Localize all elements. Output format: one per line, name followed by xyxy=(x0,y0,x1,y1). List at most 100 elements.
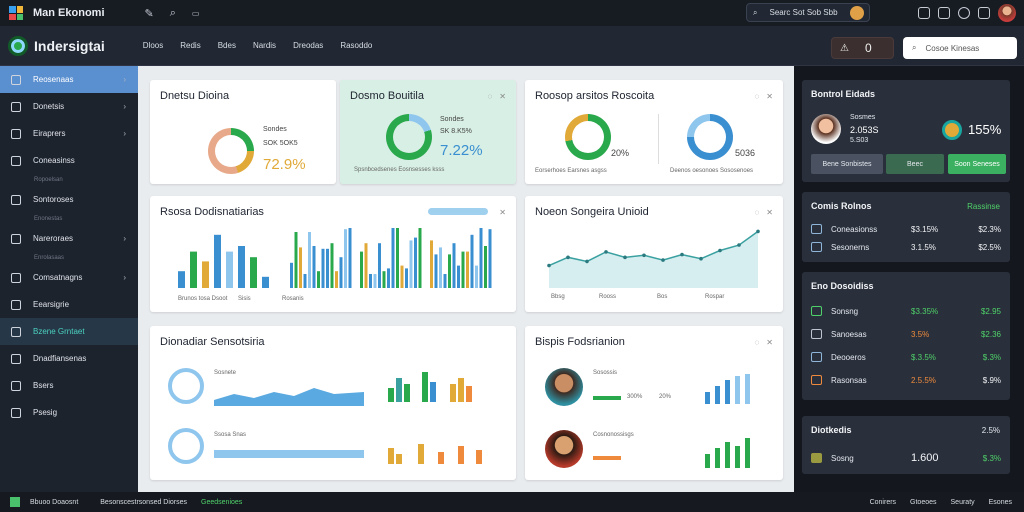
settings-icon[interactable]: ◌ xyxy=(754,208,760,217)
action-button[interactable]: Bene Sonbistes xyxy=(811,154,883,174)
stat-icon xyxy=(811,453,822,463)
device-row[interactable]: Deooeros $.3.5% $.3% xyxy=(811,350,1001,364)
settings-icon[interactable]: ◌ xyxy=(487,92,493,101)
settings-icon[interactable]: ◌ xyxy=(754,92,760,101)
sidebar-item[interactable]: Dnadfiansenas xyxy=(0,345,138,372)
menu-item[interactable]: Dreodas xyxy=(293,41,324,50)
copy-icon[interactable] xyxy=(918,7,930,19)
primary-button[interactable]: Soon Seneses xyxy=(948,154,1006,174)
menu-item[interactable]: Rasoddo xyxy=(340,41,373,50)
card-title: Dosmo Bouitila xyxy=(350,90,424,102)
status-link[interactable]: Gtoeoes xyxy=(910,498,937,506)
card-title: Diotkedis xyxy=(811,425,852,435)
clock-icon xyxy=(168,428,204,464)
legend-item: Bos xyxy=(657,294,668,300)
user-avatar[interactable] xyxy=(998,4,1016,22)
card-line-chart[interactable]: Noeon Songeira Unioid ◌ ✕ Bbsg Rooss Bos … xyxy=(525,196,783,312)
sidebar-item[interactable]: Coneasinss xyxy=(0,147,138,174)
menu-item[interactable]: Redis xyxy=(180,41,201,50)
data-point xyxy=(642,253,646,258)
sidebar-icon xyxy=(11,326,21,337)
bar xyxy=(414,237,417,288)
menu-item[interactable]: Nardis xyxy=(252,41,277,50)
pin-icon[interactable]: ✕ xyxy=(766,92,773,101)
chevron-right-icon: › xyxy=(123,129,126,138)
bar xyxy=(400,265,404,288)
row-icon xyxy=(811,224,822,234)
card-profile-panel[interactable]: Bispis Fodsrianion ◌ ✕ Sosossis 300% 20% … xyxy=(525,326,783,480)
donut-chart xyxy=(565,114,611,160)
series-line xyxy=(548,230,759,267)
card-donut-1[interactable]: Dnetsu Dioina Sondes SOK 5OK5 72.9% xyxy=(150,80,336,184)
chevron-right-icon: › xyxy=(123,234,126,243)
sidebar-item[interactable]: Donetsis › xyxy=(0,93,138,120)
bar xyxy=(475,265,478,288)
menu-item[interactable]: Bdes xyxy=(217,41,236,50)
sidebar-item[interactable]: Bzene Grntaet xyxy=(0,318,138,345)
device-row[interactable]: Sonsng $3.35% $2.95 xyxy=(811,304,1001,318)
notification-button[interactable]: ⚠ 0 xyxy=(831,37,894,59)
bar xyxy=(214,234,221,288)
sidebar-item[interactable]: Reosenaas › xyxy=(0,66,138,93)
sidebar-item[interactable]: Eiraprers › xyxy=(0,120,138,147)
sidebar-item-label: Eiraprers xyxy=(33,129,66,138)
settings-icon[interactable]: ◌ xyxy=(754,338,760,347)
sidebar-item[interactable]: Sontoroses xyxy=(0,186,138,213)
profile-value: 20% xyxy=(659,394,672,400)
top-search-input[interactable]: ⌕ Searc Sot Sob Sbb xyxy=(746,3,870,22)
device-row[interactable]: Rasonsas 2.5.5% $.9% xyxy=(811,373,1001,387)
action-button[interactable]: Beec xyxy=(886,154,944,174)
card-sensor-panel[interactable]: Dionadiar Sensotsiria Sosnete Ssosa Snas xyxy=(150,326,516,480)
pin-icon[interactable]: ✕ xyxy=(766,338,773,347)
filter-icon[interactable]: ▭ xyxy=(191,8,200,18)
card-donut-2[interactable]: Dosmo Bouitila ◌ ✕ Sondes SK 8.K5% 7.22% … xyxy=(340,80,516,184)
sidebar-item[interactable]: Eearsigrie xyxy=(0,291,138,318)
stat-value: 2.053S xyxy=(850,125,879,135)
card-actions: ◌ ✕ xyxy=(755,92,773,101)
controls-row[interactable]: Sesonerns 3.1.5% $2.5% xyxy=(811,240,1001,254)
phone-icon[interactable] xyxy=(978,7,990,19)
pin-icon[interactable]: ✕ xyxy=(499,92,506,101)
menu-item[interactable]: Dloos xyxy=(142,41,164,50)
row-label: Rasonsas xyxy=(831,375,867,385)
pin-icon[interactable]: ✕ xyxy=(766,208,773,217)
status-link[interactable]: Esones xyxy=(988,498,1012,506)
bar xyxy=(330,243,334,288)
sidebar-item[interactable]: Psesig xyxy=(0,399,138,426)
profile-value: 300% xyxy=(627,394,643,400)
app-title: Man Ekonomi xyxy=(33,7,105,19)
sidebar-subitem[interactable]: Ropoelsan xyxy=(34,177,63,183)
card-bar-chart[interactable]: Rsosa Dodisnatiarias ✕ Brunos tosa Dsoot… xyxy=(150,196,516,312)
bar xyxy=(439,247,442,288)
legend-item: Rospar xyxy=(705,294,725,300)
header-search-input[interactable]: ⌕ Cosoe Kinesas xyxy=(903,37,1017,59)
sidebar-item[interactable]: Bsers xyxy=(0,372,138,399)
status-link[interactable]: Seuraty xyxy=(950,498,975,506)
edit-icon[interactable]: ✎ xyxy=(144,7,154,20)
user-mini-avatar[interactable] xyxy=(850,5,864,20)
row-label: Sosng xyxy=(831,453,854,463)
data-point xyxy=(680,252,684,257)
sidebar-icon xyxy=(11,299,21,310)
stat-value: 2.5% xyxy=(981,426,1000,435)
device-row[interactable]: Sanoesas 3.5% $2.36 xyxy=(811,327,1001,341)
close-icon[interactable]: ✕ xyxy=(499,208,506,217)
bar xyxy=(303,274,307,288)
sidebar-item[interactable]: Comsatnagns › xyxy=(0,264,138,291)
stats-row[interactable]: Sosng 1.600 $.3% xyxy=(811,451,1001,465)
search-icon[interactable]: ⌕ xyxy=(169,6,176,19)
sidebar-subitem[interactable]: Enrolasaas xyxy=(34,255,65,261)
bar xyxy=(479,228,483,288)
main-content: Dnetsu Dioina Sondes SOK 5OK5 72.9% Dosm… xyxy=(138,66,794,492)
profile-name: Sosossis xyxy=(593,370,618,376)
card-donut-3[interactable]: Roosop arsitos Roscoita ◌ ✕ 20% 5036 Eors… xyxy=(525,80,783,184)
controls-row[interactable]: Coneasionss $3.15% $2.3% xyxy=(811,222,1001,236)
sidebar-item[interactable]: Nareroraes › xyxy=(0,225,138,252)
globe-icon[interactable] xyxy=(958,7,970,19)
save-icon[interactable] xyxy=(938,7,950,19)
sidebar-subitem[interactable]: Enonestas xyxy=(34,216,63,222)
status-link[interactable]: Conirers xyxy=(869,498,897,506)
device-icon xyxy=(811,375,822,385)
status-logo-icon xyxy=(10,497,20,507)
status-links: Conirers Gtoeoes Seuraty Esones xyxy=(870,499,1012,506)
